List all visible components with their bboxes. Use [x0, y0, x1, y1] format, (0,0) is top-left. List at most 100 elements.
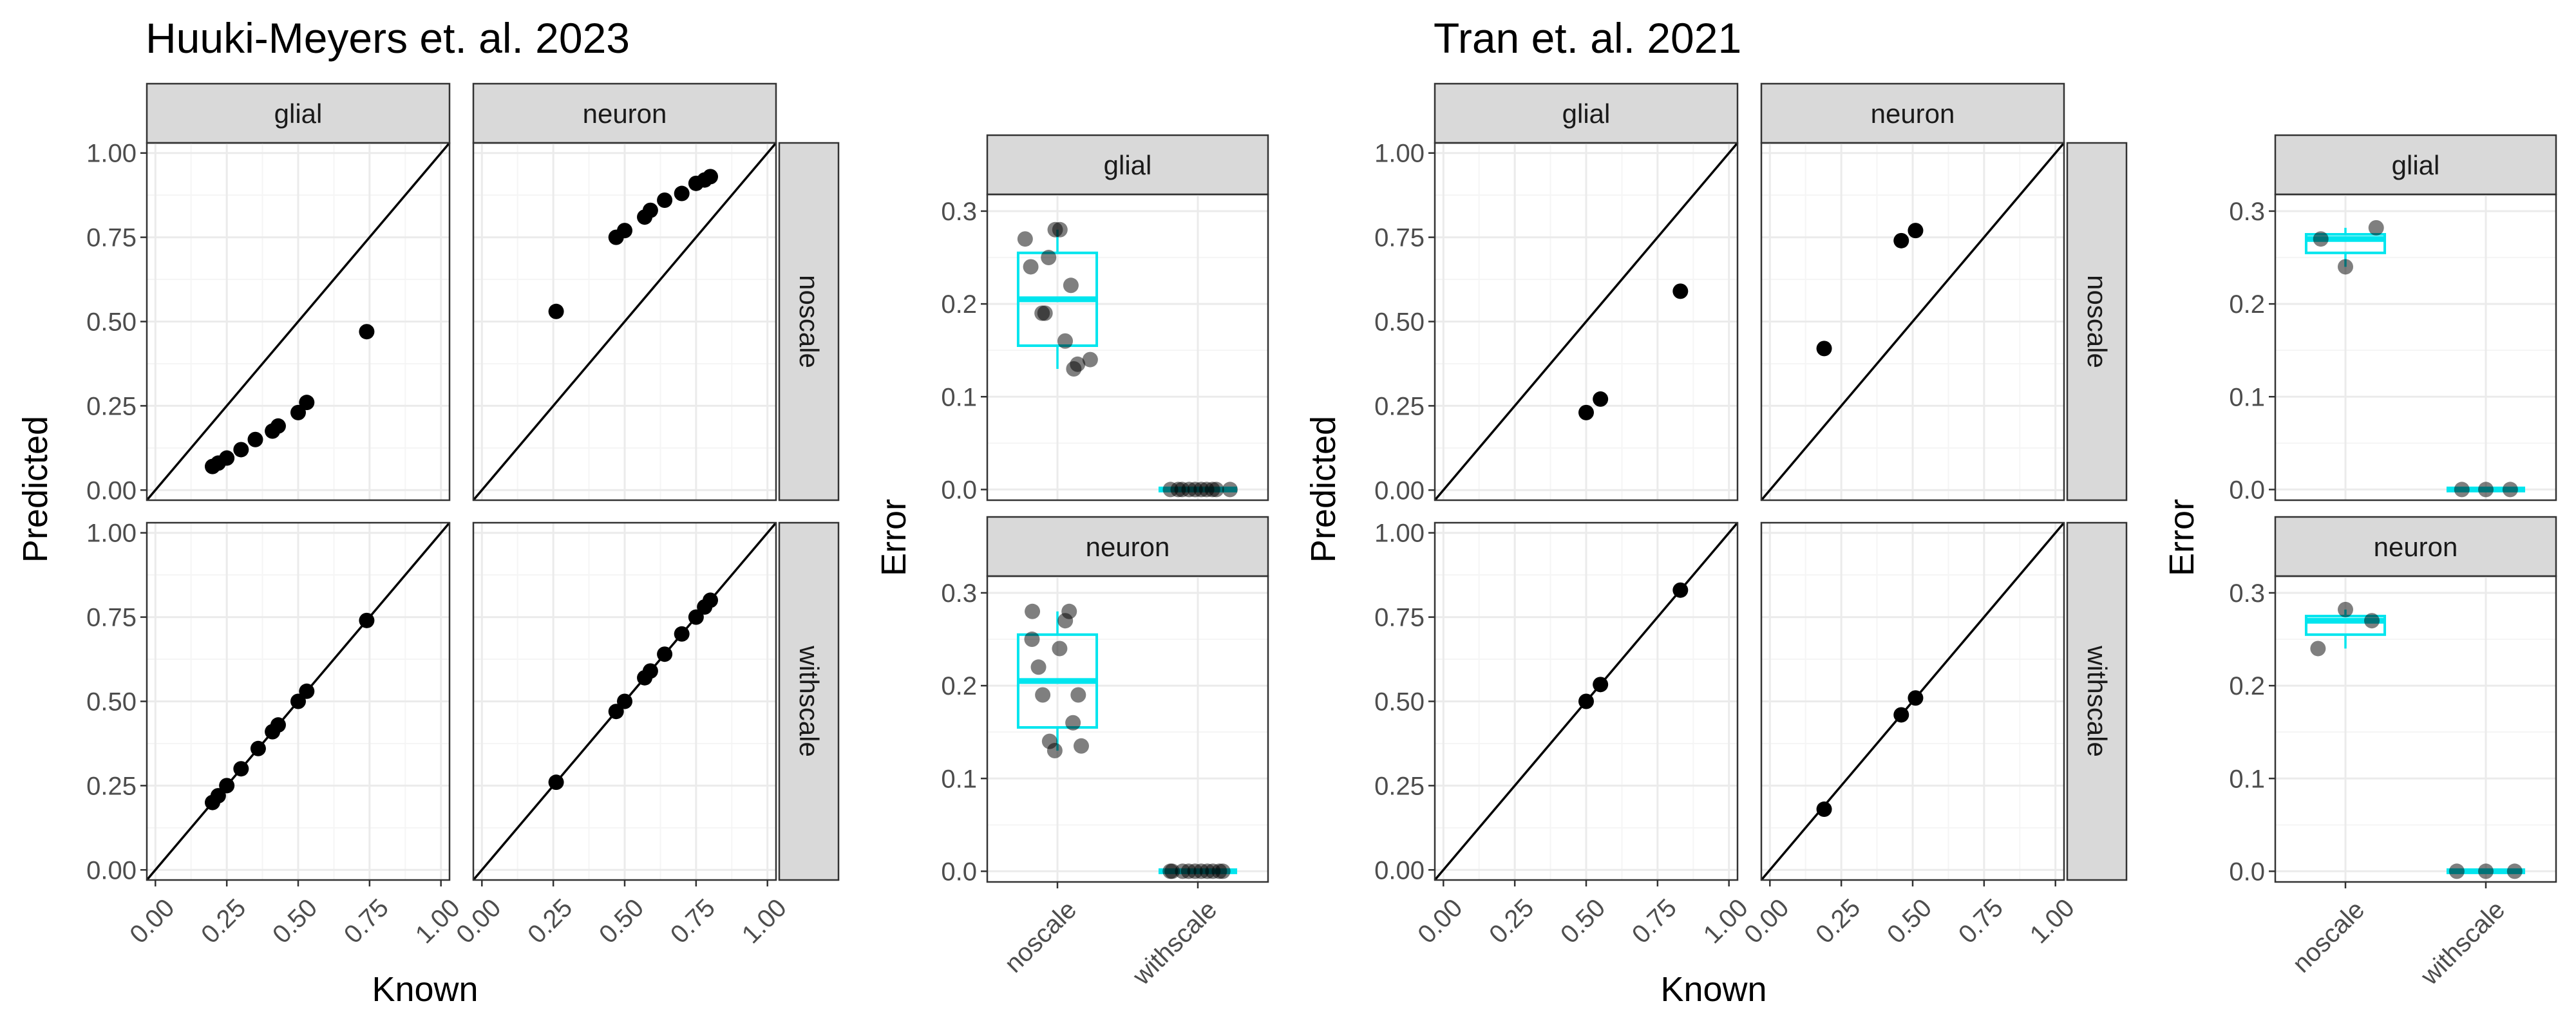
- identity-line: [146, 142, 451, 501]
- y-tick-label: 0.50: [86, 688, 137, 716]
- jitter-point: [1052, 221, 1068, 238]
- jitter-point: [1061, 603, 1077, 619]
- y-tick-label: 0.3: [941, 579, 977, 608]
- error-panel-glial: [2274, 134, 2557, 501]
- jitter-point: [2368, 220, 2384, 236]
- jitter-point: [1215, 863, 1231, 879]
- data-point: [210, 788, 226, 804]
- facet-strip-neuron: [2274, 516, 2557, 577]
- data-point: [608, 704, 624, 720]
- y-tick-label: 0.25: [1374, 392, 1425, 420]
- y-tick-label: 1.00: [86, 140, 137, 168]
- data-point: [1593, 677, 1609, 693]
- panel-border: [2274, 575, 2557, 883]
- data-point: [270, 717, 286, 733]
- data-point: [233, 761, 249, 777]
- data-point: [250, 740, 266, 756]
- facet-strip-glial: [2274, 134, 2557, 196]
- panel-border: [986, 193, 1269, 501]
- panel-neuron-noscale: [472, 142, 777, 501]
- y-tick-label: 0.0: [2229, 857, 2265, 886]
- y-tick-label: 0.1: [941, 765, 977, 793]
- jitter-point: [1073, 738, 1089, 754]
- data-point: [1908, 223, 1924, 239]
- jitter-point: [2338, 601, 2353, 617]
- facet-strip-col-neuron: [1760, 82, 2065, 144]
- y-tick-label: 0.2: [2229, 672, 2265, 700]
- y-tick-label: 0.3: [2229, 198, 2265, 226]
- jitter-point: [1070, 687, 1086, 703]
- jitter-point: [2478, 482, 2494, 498]
- panel-neuron-withscale: [1760, 521, 2065, 881]
- data-point: [299, 395, 315, 411]
- y-tick-label: 0.1: [2229, 383, 2265, 411]
- data-point: [1893, 232, 1909, 248]
- panel-border: [1760, 142, 2065, 501]
- data-point: [642, 663, 658, 679]
- data-point: [1908, 690, 1924, 706]
- y-tick-label: 0.50: [86, 308, 137, 337]
- jitter-point: [1208, 482, 1224, 498]
- error-panel-glial: [986, 134, 1269, 501]
- facet-strip-label-glial: glial: [1104, 150, 1152, 180]
- panel-border: [472, 142, 777, 501]
- facet-strip-label-glial: glial: [2392, 150, 2440, 180]
- y-tick-label: 0.3: [2229, 579, 2265, 608]
- identity-line: [1760, 142, 2065, 501]
- data-point: [219, 450, 235, 466]
- data-point: [290, 404, 306, 420]
- y-tick-label: 0.2: [941, 672, 977, 700]
- panel-glial-noscale: [1434, 142, 1739, 501]
- identity-line: [472, 142, 777, 501]
- facet-strip-row-noscale: [778, 142, 840, 501]
- jitter-point: [1046, 743, 1063, 759]
- panel-neuron-noscale: [1760, 142, 2065, 501]
- data-point: [548, 303, 564, 319]
- jitter-point: [1024, 632, 1040, 648]
- jitter-point: [1030, 659, 1046, 675]
- data-point: [1578, 693, 1594, 709]
- data-point: [617, 693, 632, 709]
- data-point: [1672, 582, 1689, 598]
- data-point: [247, 431, 263, 447]
- study-title-huuki: Huuki-Meyers et. al. 2023: [146, 14, 630, 62]
- facet-strip-label-noscale: noscale: [2082, 275, 2112, 368]
- facet-strip-label-neuron: neuron: [1871, 98, 1955, 129]
- data-point: [1593, 391, 1609, 407]
- y-tick-label: 0.1: [2229, 765, 2265, 793]
- jitter-point: [2448, 863, 2465, 879]
- data-point: [219, 778, 235, 794]
- facet-strip-label-neuron: neuron: [583, 98, 667, 129]
- panel-neuron-withscale: [472, 521, 777, 881]
- facet-strip-label-noscale: noscale: [794, 275, 824, 368]
- panel-glial-withscale: [1434, 521, 1739, 881]
- panel-border: [986, 575, 1269, 883]
- data-point: [617, 223, 632, 239]
- y-tick-label: 0.75: [1374, 224, 1425, 252]
- data-point: [688, 609, 704, 625]
- y-tick-label: 0.75: [86, 224, 137, 252]
- y-tick-label: 0.3: [941, 198, 977, 226]
- y-tick-label: 0.25: [1374, 772, 1425, 800]
- data-point: [1578, 404, 1594, 420]
- jitter-point: [2364, 613, 2380, 629]
- scatter-xlabel-huuki: Known: [372, 970, 478, 1009]
- box-body: [2304, 232, 2387, 254]
- jitter-point: [1035, 687, 1051, 703]
- data-point: [233, 442, 249, 458]
- y-tick-label: 0.00: [86, 476, 137, 505]
- jitter-point: [1070, 356, 1086, 372]
- error-ylabel-huuki: Error: [875, 499, 913, 576]
- error-panel-neuron: [2274, 516, 2557, 883]
- data-point: [359, 324, 375, 340]
- jitter-point: [2478, 863, 2494, 879]
- jitter-point: [2310, 641, 2326, 657]
- data-point: [703, 592, 719, 608]
- y-tick-label: 0.75: [86, 604, 137, 632]
- y-tick-label: 0.0: [941, 857, 977, 886]
- y-tick-label: 1.00: [1374, 520, 1425, 548]
- facet-strip-col-glial: [146, 82, 451, 144]
- y-tick-label: 0.2: [941, 290, 977, 319]
